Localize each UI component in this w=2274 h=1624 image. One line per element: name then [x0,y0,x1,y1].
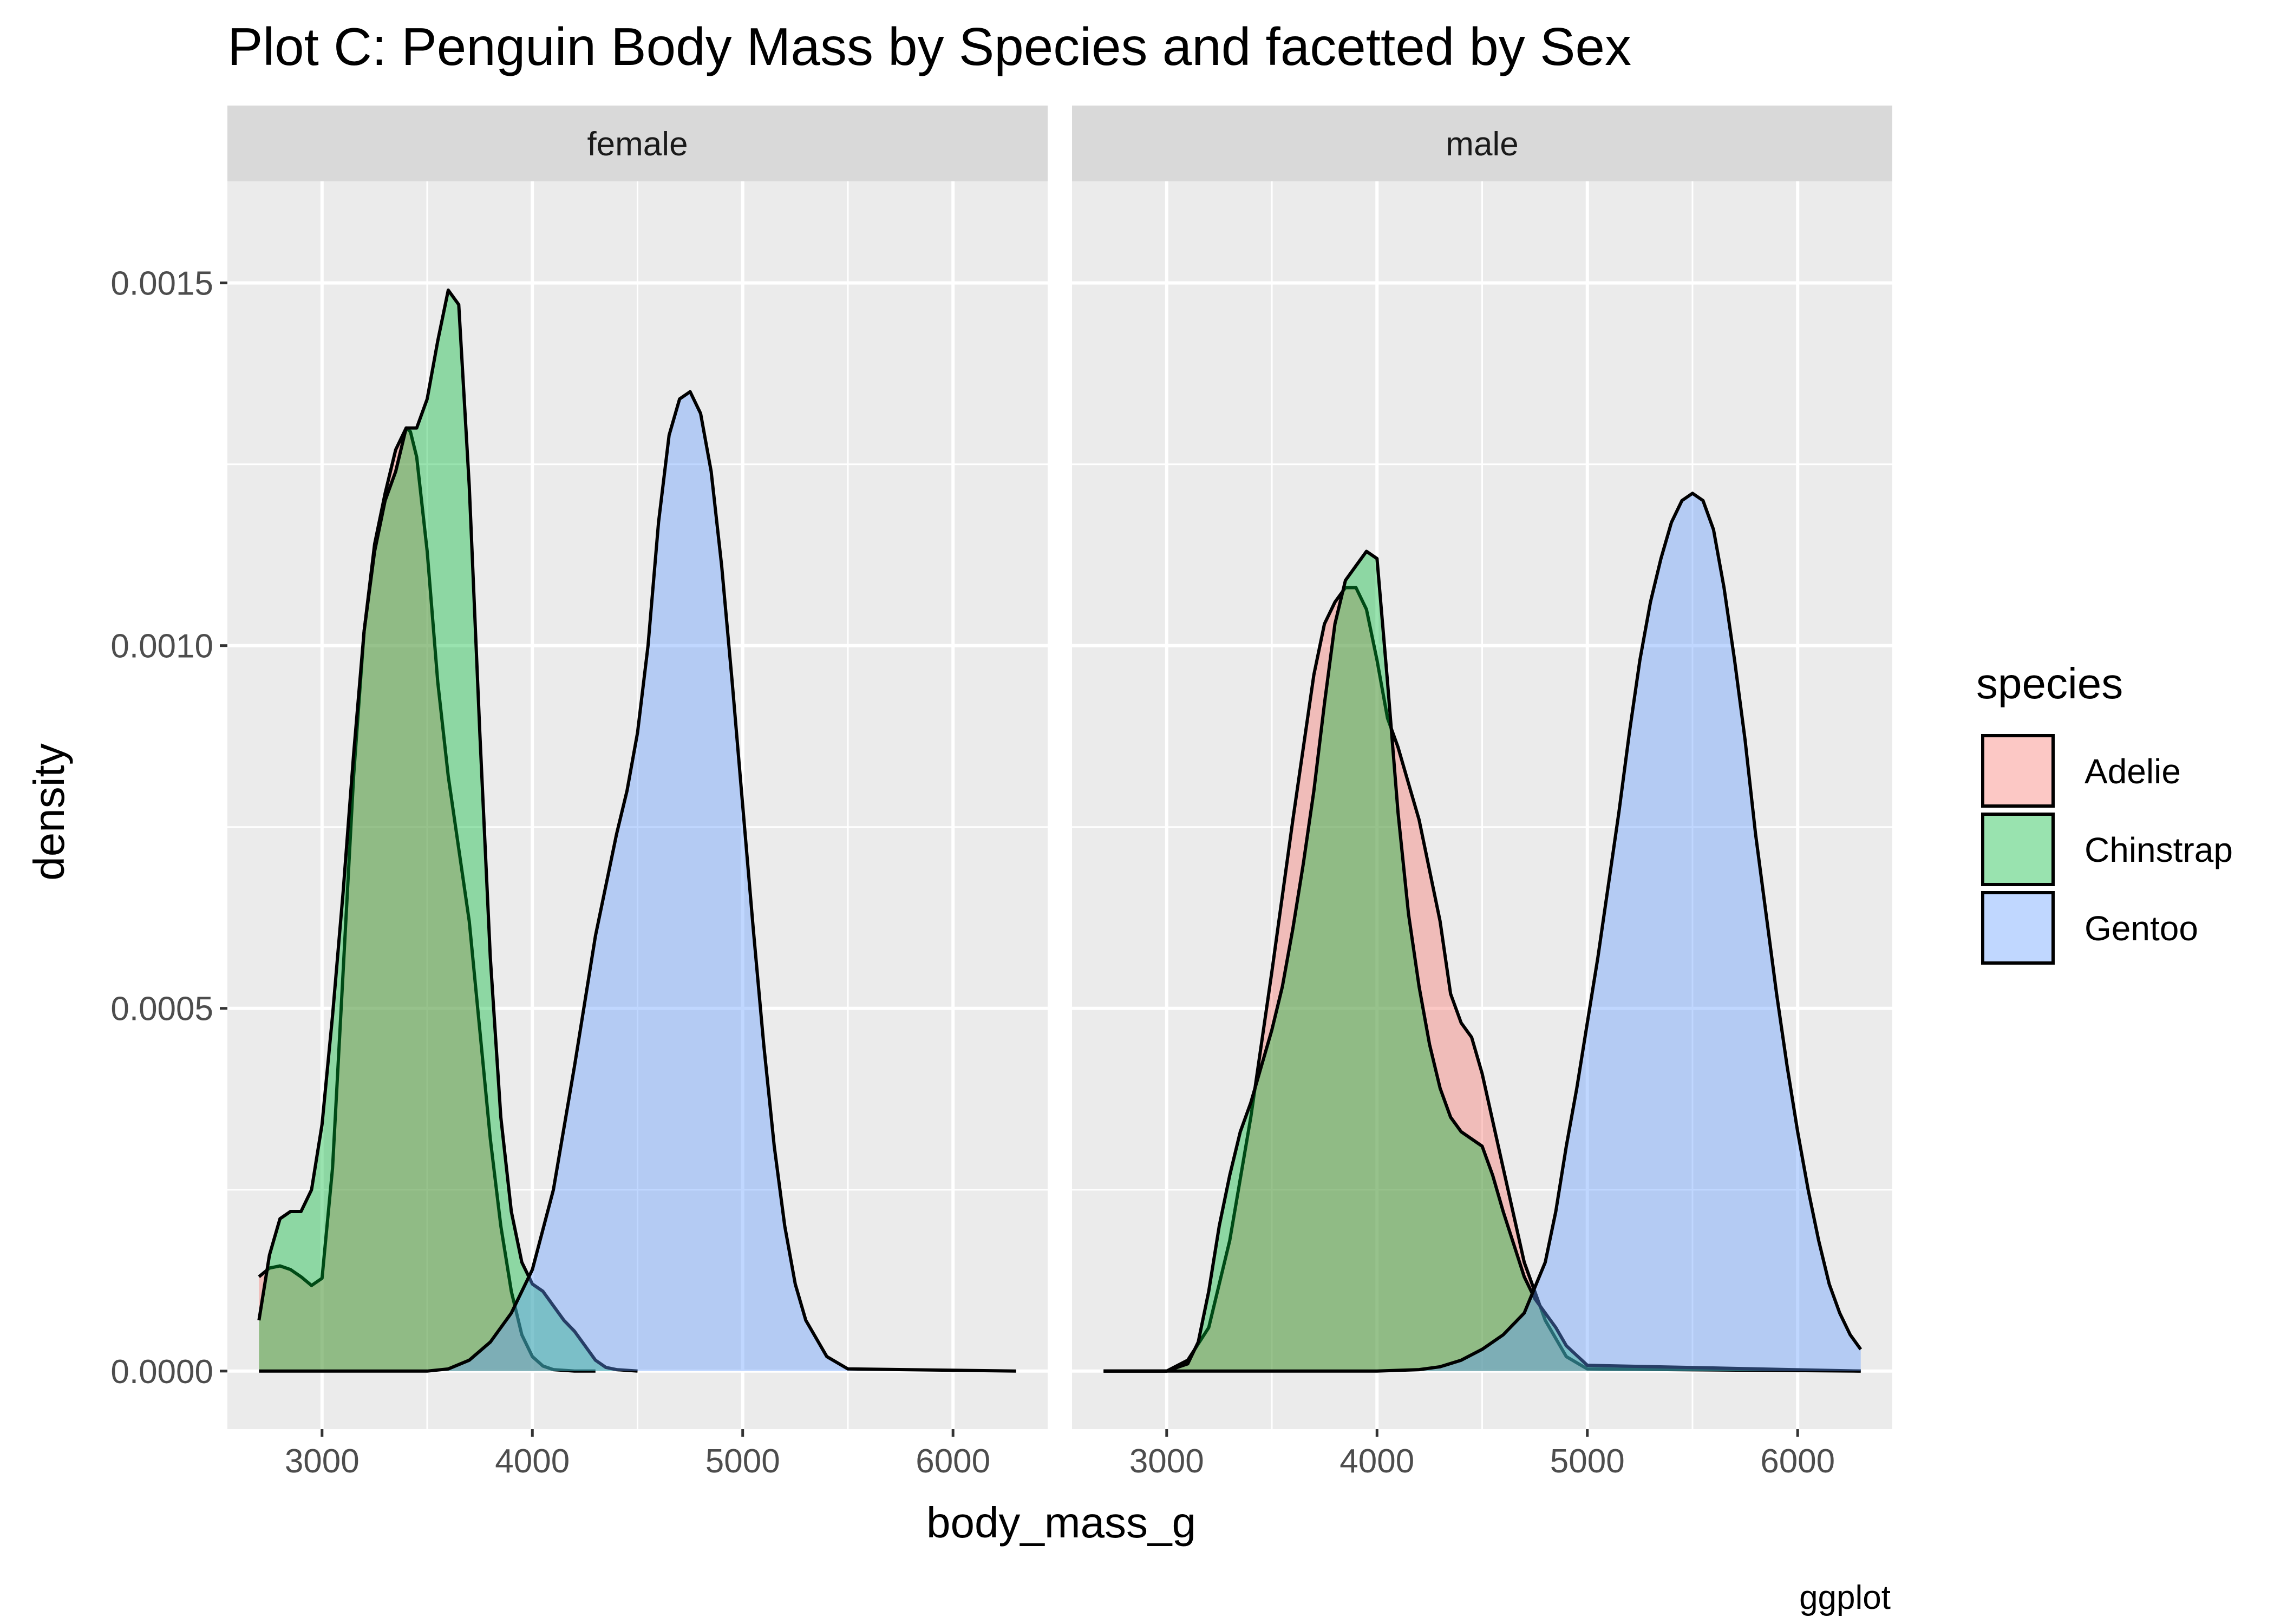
chart-title: Plot C: Penguin Body Mass by Species and… [227,17,1631,76]
y-axis-title: density [25,743,73,880]
legend-title: species [1976,659,2123,708]
density-area-gentoo [259,391,1016,1371]
x-tick-label: 3000 [1129,1443,1204,1480]
density-area-adelie [1103,587,1861,1371]
legend-label: Gentoo [2084,909,2198,948]
x-tick-label: 6000 [916,1443,990,1480]
x-tick-label: 6000 [1760,1443,1835,1480]
legend-key-swatch [1981,891,2055,965]
legend-items: Adelie Chinstrap Gentoo [1981,734,2233,965]
x-tick-label: 3000 [285,1443,360,1480]
legend-key-background [1981,890,2055,965]
legend-key-background [1981,812,2055,887]
legend-item-adelie: Adelie [1981,734,2181,808]
density-line-chinstrap [257,289,638,1373]
legend-key-swatch [1981,813,2055,886]
y-tick-label: 0.0010 [110,628,213,665]
x-tick-label: 5000 [1550,1443,1625,1480]
density-line-adelie [1103,586,1861,1373]
legend-label: Chinstrap [2084,830,2233,869]
legend-label: Adelie [2084,752,2181,791]
legend-item-gentoo: Gentoo [1981,890,2198,965]
density-line-chinstrap [1103,549,1861,1373]
legend-key-swatch [1981,734,2055,808]
x-tick-label: 4000 [1339,1443,1414,1480]
density-line-adelie [258,426,596,1373]
chart-caption: ggplot [1799,1579,1891,1616]
density-area-gentoo [1103,493,1861,1371]
density-area-chinstrap [1103,551,1861,1371]
legend: species Adelie Chinstrap Gentoo [1976,659,2233,965]
y-tick-label: 0.0015 [110,265,213,303]
x-axis-title: body_mass_g [926,1498,1196,1547]
facet-strip [227,106,1048,181]
y-tick-label: 0.0000 [110,1353,213,1391]
x-tick-label: 5000 [705,1443,780,1480]
density-area-adelie [259,428,596,1371]
legend-key-background [1981,734,2055,808]
panels-layer: female 3000 4000 5000 6000 0.0000 0.0005 0.0010… [110,106,1892,1480]
density-area-chinstrap [259,290,638,1371]
facet-strip-label: female [587,126,688,163]
legend-item-chinstrap: Chinstrap [1981,812,2233,887]
panel-male: male 3000 4000 5000 6000 [1072,106,1892,1480]
density-line-gentoo [259,390,1016,1373]
panel-female: female 3000 4000 5000 6000 0.0000 0.0005 0.0010… [110,106,1048,1480]
y-tick-label: 0.0005 [110,991,213,1028]
x-tick-label: 4000 [495,1443,570,1480]
facet-strip-label: male [1446,126,1518,163]
density-line-gentoo [1103,492,1863,1373]
facet-strip [1072,106,1892,181]
